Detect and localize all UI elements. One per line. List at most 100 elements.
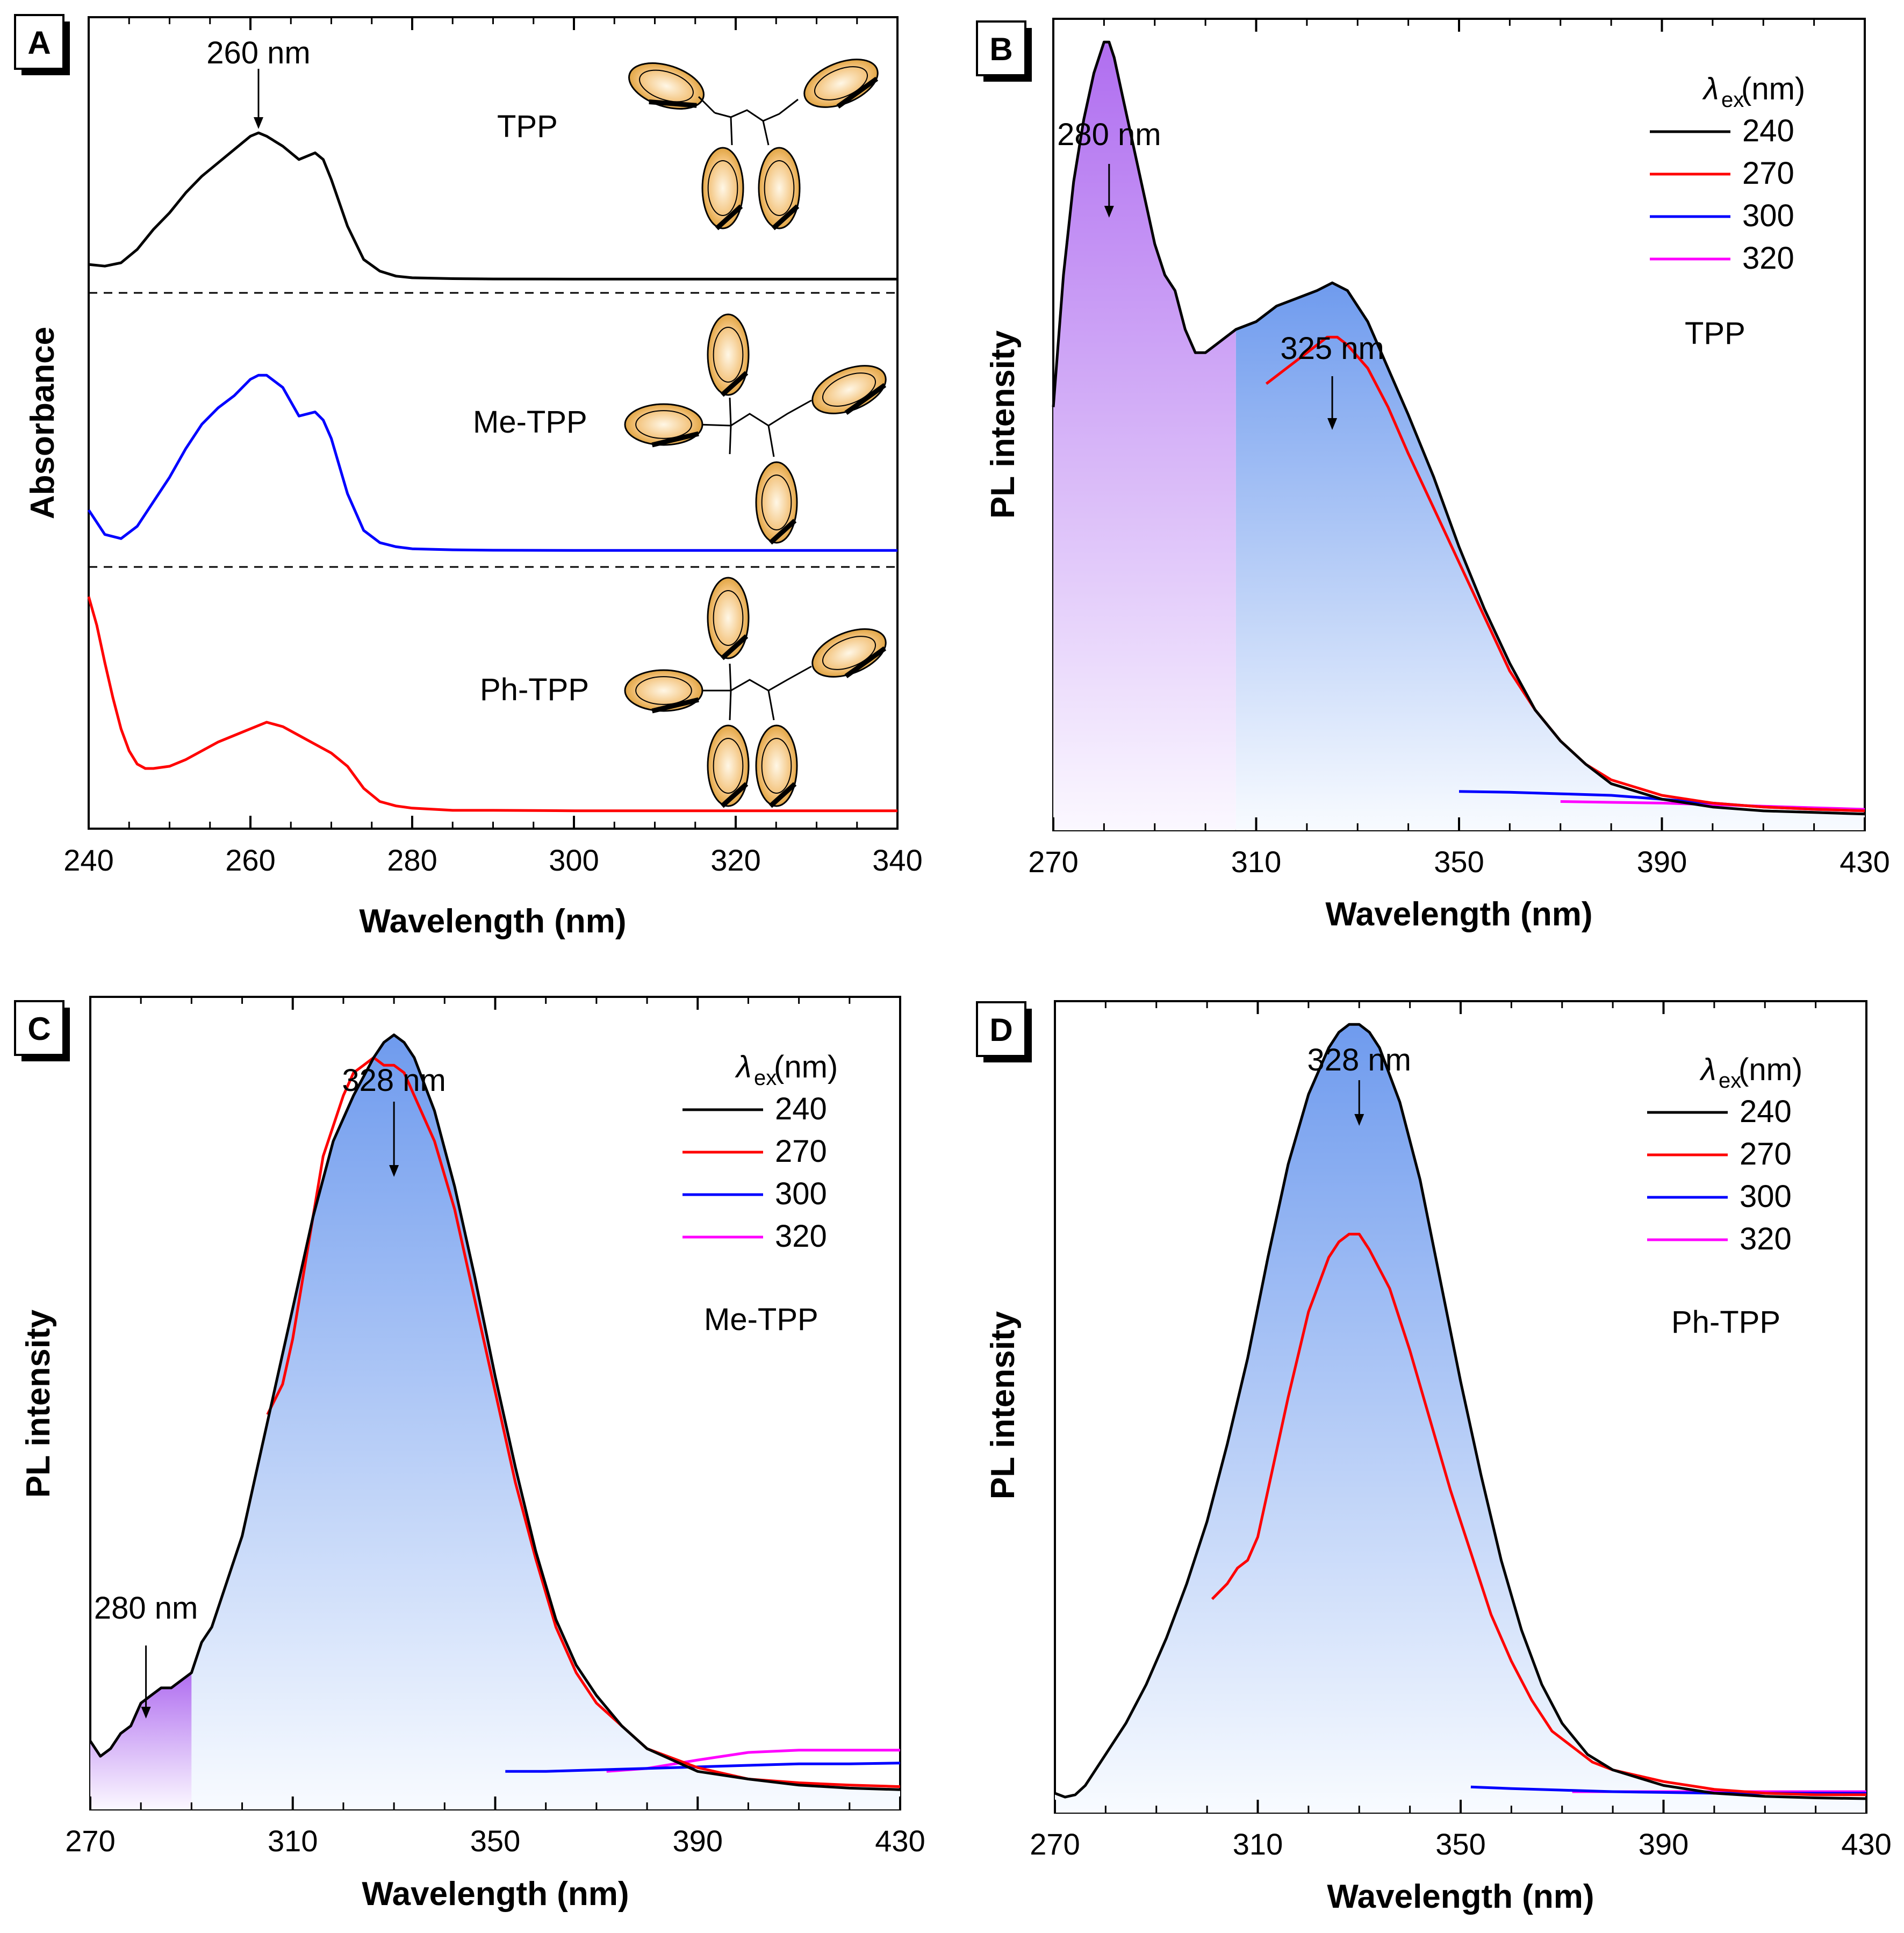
panel-b-tick-labels: 270 310 350 390 430: [1028, 845, 1889, 879]
panel-d-legend: λ ex (nm) 240 270 300 320: [1647, 1052, 1802, 1256]
legend-title-unit: (nm): [1738, 1052, 1802, 1087]
bond: [767, 690, 775, 721]
legend-label-300: 300: [775, 1176, 827, 1211]
series-line-320: [1560, 800, 1865, 811]
bond: [699, 665, 812, 692]
blue-fill-region: [1055, 1024, 1866, 1813]
x-tick-label: 310: [1233, 1827, 1283, 1861]
legend-title-unit: (nm): [1741, 71, 1805, 106]
x-tick-label: 390: [1637, 845, 1687, 879]
panel-c-sample-label: Me-TPP: [704, 1302, 818, 1337]
panel-b-annotations: 280 nm 325 nm: [1057, 117, 1384, 430]
panel-b-ylabel: PL intensity: [985, 330, 1022, 519]
legend-label-270: 270: [775, 1134, 827, 1169]
bond: [730, 117, 733, 146]
legend-title-subscript: ex: [1719, 1069, 1741, 1093]
phenyl-ring: [628, 62, 705, 110]
legend-label-320: 320: [1740, 1221, 1792, 1256]
legend-label-240: 240: [1742, 113, 1794, 148]
panel-a-tick-labels: 240 260 280 300 320 340: [63, 843, 922, 877]
phenyl-ring: [707, 724, 750, 808]
panel-a-molecule-tpp: [628, 59, 879, 231]
legend-label-240: 240: [775, 1091, 827, 1126]
annotation-280nm-arrow-head: [1104, 206, 1114, 218]
panel-a-label-tpp: TPP: [497, 109, 558, 144]
legend-title-lambda: λ: [735, 1050, 752, 1084]
series-line-tpp: [88, 131, 897, 281]
panel-c-letter: C: [27, 1011, 51, 1047]
panel-c-letter-box: [14, 1000, 64, 1056]
phenyl-ring: [707, 313, 750, 397]
panel-d-letter: D: [989, 1012, 1012, 1048]
legend-title-unit: (nm): [774, 1050, 838, 1084]
x-tick-label: 240: [63, 843, 113, 877]
legend-label-300: 300: [1740, 1179, 1792, 1214]
legend-title-subscript: ex: [1721, 88, 1744, 112]
panel-c: 270 310 350 390 430 Wavelength (nm) PL inten…: [14, 996, 925, 1913]
panel-d-ylabel: PL intensity: [985, 1311, 1022, 1499]
annotation-280nm-arrow-head: [141, 1707, 151, 1719]
panel-a: 240 260 280 300 320 340 Wavelength (nm) Absor…: [14, 14, 923, 940]
annotation-328nm-arrow-head: [389, 1165, 399, 1177]
series-line-240: [89, 1033, 901, 1791]
panel-a-label-me-tpp: Me-TPP: [473, 405, 587, 440]
x-tick-label: 340: [872, 843, 922, 877]
annotation-328nm-label: 328 nm: [1307, 1043, 1411, 1077]
x-tick-label: 430: [1840, 845, 1889, 879]
panel-a-ticks: [88, 17, 899, 829]
annotation-280nm-label: 280 nm: [1057, 117, 1161, 152]
phenyl-ring: [755, 724, 798, 808]
legend-label-320: 320: [1742, 241, 1794, 276]
panel-a-ylabel: Absorbance: [24, 327, 61, 519]
panel-c-fill: [90, 1034, 900, 1809]
x-tick-label: 320: [710, 843, 760, 877]
bond: [698, 399, 812, 427]
annotation-280nm-label: 280 nm: [94, 1591, 198, 1626]
panel-c-lines: [89, 1033, 901, 1791]
legend-title-lambda: λ: [1699, 1052, 1716, 1087]
panel-d-lines: [1054, 1023, 1867, 1800]
blue-fill-region: [191, 1034, 900, 1809]
panel-a-molecule-ph-tpp: [624, 577, 887, 808]
phenyl-ring: [811, 628, 887, 678]
phenyl-ring: [624, 403, 703, 448]
x-tick-label: 270: [65, 1824, 115, 1858]
panel-d-fill: [1055, 1024, 1866, 1813]
panel-b-lines: [1052, 40, 1865, 816]
panel-b-sample-label: TPP: [1685, 316, 1745, 351]
annotation-325nm-arrow-head: [1327, 418, 1338, 430]
panel-b-ticks: [1052, 19, 1866, 830]
bond: [762, 120, 770, 146]
x-tick-label: 350: [470, 1824, 520, 1858]
x-tick-label: 390: [1639, 1827, 1689, 1861]
panel-b-legend: λ ex (nm) 240 270 300 320: [1650, 71, 1805, 276]
x-tick-label: 350: [1435, 1827, 1485, 1861]
panel-a-xlabel: Wavelength (nm): [359, 903, 626, 940]
panel-c-ticks: [89, 997, 901, 1809]
series-line-240: [1054, 1023, 1867, 1800]
panel-b-letter: B: [989, 31, 1012, 67]
bond: [767, 425, 775, 457]
panel-a-lines: [87, 131, 897, 813]
series-line-270: [1265, 335, 1865, 813]
series-line-me-tpp: [87, 373, 897, 552]
panel-a-label-ph-tpp: Ph-TPP: [480, 672, 589, 707]
x-tick-label: 270: [1028, 845, 1078, 879]
panel-d-tick-labels: 270 310 350 390 430: [1030, 1827, 1891, 1861]
legend-title-subscript: ex: [754, 1066, 777, 1090]
x-tick-label: 260: [225, 843, 275, 877]
panel-c-ylabel: PL intensity: [20, 1309, 57, 1498]
panel-d-sample-label: Ph-TPP: [1671, 1305, 1780, 1340]
x-tick-label: 300: [549, 843, 599, 877]
panel-d-letter-box: [976, 1001, 1026, 1057]
annotation-325nm-label: 325 nm: [1280, 331, 1384, 366]
annotation-260nm-arrow-head: [254, 117, 263, 129]
annotation-260nm-label: 260 nm: [206, 35, 310, 70]
phenyl-ring: [624, 669, 703, 714]
panel-a-letter: A: [27, 25, 51, 61]
phenyl-ring: [707, 577, 750, 660]
panel-b-letter-box: [976, 20, 1026, 76]
panel-c-tick-labels: 270 310 350 390 430: [65, 1824, 925, 1858]
annotation-328nm-label: 328 nm: [342, 1063, 446, 1098]
